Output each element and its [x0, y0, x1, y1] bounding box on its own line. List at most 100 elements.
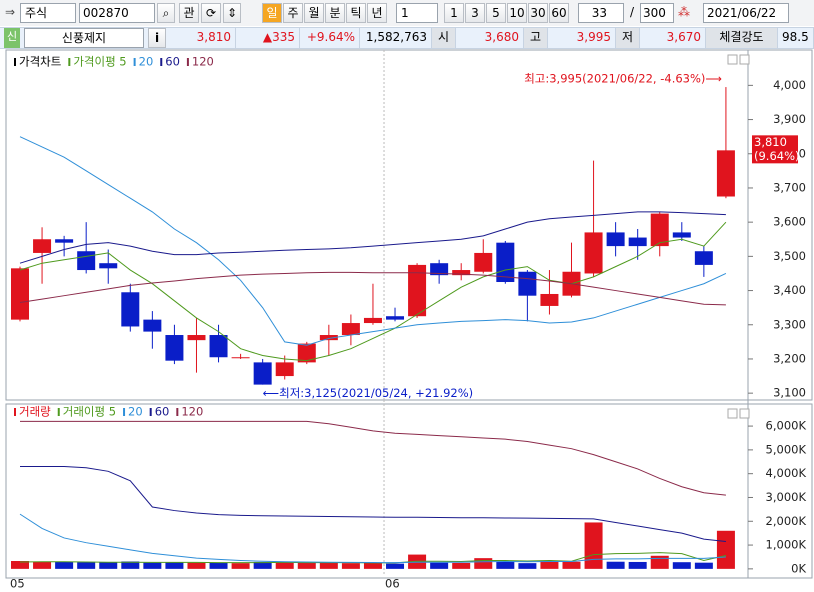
volume-bar	[363, 562, 382, 569]
volume: 1,582,763	[360, 28, 432, 48]
y-tick-label: 3,300	[773, 317, 806, 331]
candle-body	[650, 213, 669, 247]
volume-bar	[496, 561, 515, 569]
legend-label: 120	[181, 405, 203, 419]
toolbar-button[interactable]: 1	[444, 3, 464, 23]
candle-body	[77, 251, 96, 271]
candle-body	[518, 271, 537, 296]
toolbar-button[interactable]: 월	[304, 3, 324, 23]
x-tick-label: 06	[385, 577, 400, 591]
candle-body	[275, 362, 294, 377]
volume-bar	[672, 562, 691, 569]
candle-body	[187, 335, 206, 341]
high: 3,995	[548, 28, 616, 48]
candle-body	[297, 343, 316, 363]
legend-label: 60	[165, 55, 180, 69]
volume-bar	[11, 561, 29, 569]
candle-body	[430, 263, 449, 276]
toolbar-button[interactable]: 5	[486, 3, 506, 23]
panel-button[interactable]	[727, 408, 738, 419]
count-input[interactable]: 33	[578, 3, 624, 23]
stock-name: 신풍제지	[24, 28, 144, 48]
info-button[interactable]: i	[148, 28, 166, 48]
legend-swatch	[57, 408, 60, 416]
legend-label: 거래량	[19, 405, 51, 419]
market-select[interactable]: 주식	[20, 3, 76, 23]
y-tick-label: 6,000K	[766, 419, 807, 433]
moving-average	[20, 466, 726, 542]
code-input[interactable]: 002870	[79, 3, 155, 23]
panel-button[interactable]	[727, 54, 738, 65]
legend-label: 20	[139, 55, 154, 69]
candle-body	[606, 232, 625, 247]
price: 3,810	[170, 28, 236, 48]
watch-button[interactable]: 관	[179, 3, 199, 23]
count: 33	[591, 6, 607, 20]
volume-bar	[275, 561, 294, 569]
high-label: 고	[524, 28, 548, 48]
y-tick-label: 3,900	[773, 112, 806, 126]
volume-bar	[628, 561, 647, 569]
toolbar-button[interactable]: 3	[465, 3, 485, 23]
unit-select[interactable]: 1	[396, 3, 438, 23]
menu-icon[interactable]: ⇒	[4, 5, 16, 19]
code: 002870	[83, 6, 129, 20]
chart: 3,1003,2003,3003,4003,5003,6003,7003,800…	[5, 49, 813, 591]
low-label: 저	[616, 28, 640, 48]
candle-body	[386, 316, 405, 320]
volume-bar	[474, 558, 493, 569]
candle-body	[121, 292, 140, 327]
candle-body	[99, 263, 118, 269]
volume-bar	[518, 563, 537, 569]
panel-button[interactable]	[739, 54, 750, 65]
moving-average	[19, 513, 726, 564]
volume-bar	[143, 562, 162, 569]
volume-panel	[5, 403, 813, 579]
toolbar-button[interactable]: 60	[549, 3, 569, 23]
volume-bar	[55, 561, 74, 569]
search-button[interactable]: ⌕	[157, 3, 175, 23]
total-input[interactable]: 300	[640, 3, 674, 23]
toolbar-button[interactable]: 주	[283, 3, 303, 23]
date-input[interactable]: 2021/06/22	[703, 3, 789, 23]
volume-bar	[606, 561, 625, 569]
candle-body	[408, 264, 427, 317]
volume-bar	[386, 563, 405, 569]
volume-bar	[33, 561, 52, 569]
volume-bar	[209, 562, 228, 569]
y-tick-label: 5,000K	[766, 442, 807, 456]
strength: 98.5	[778, 28, 814, 48]
spin-button[interactable]: ⇕	[223, 3, 241, 23]
price-panel	[5, 49, 813, 401]
candle-body	[11, 268, 29, 320]
candle-body	[319, 335, 338, 341]
candle-body	[341, 323, 360, 336]
y-tick-label: 3,100	[773, 386, 806, 400]
toolbar-button[interactable]: 분	[325, 3, 345, 23]
volume-bar	[297, 562, 316, 569]
date: 2021/06/22	[707, 6, 777, 20]
candle-body	[474, 252, 493, 272]
toolbar-button[interactable]: 일	[262, 3, 282, 23]
volume-bar	[99, 562, 118, 569]
last-rate: (9.64%)	[754, 149, 800, 163]
toolbar-button[interactable]: 년	[367, 3, 387, 23]
panel-button[interactable]	[739, 408, 750, 419]
sync-button[interactable]: ⟳	[201, 3, 221, 23]
toolbar-button[interactable]: 10	[507, 3, 527, 23]
toolbar-button[interactable]: 30	[528, 3, 548, 23]
volume-bar	[452, 562, 471, 569]
y-tick-label: 3,700	[773, 180, 806, 194]
open-label: 시	[432, 28, 456, 48]
y-tick-label: 0K	[791, 561, 806, 575]
legend-swatch	[160, 58, 163, 66]
moving-average	[19, 136, 727, 346]
settings-icon[interactable]: ⁂	[678, 5, 690, 19]
legend-swatch	[123, 408, 126, 416]
y-tick-label: 3,400	[773, 283, 806, 297]
toolbar-button[interactable]: 틱	[346, 3, 366, 23]
change: ▲335	[236, 28, 300, 48]
candle-body	[540, 293, 559, 306]
candle-body	[452, 270, 471, 276]
